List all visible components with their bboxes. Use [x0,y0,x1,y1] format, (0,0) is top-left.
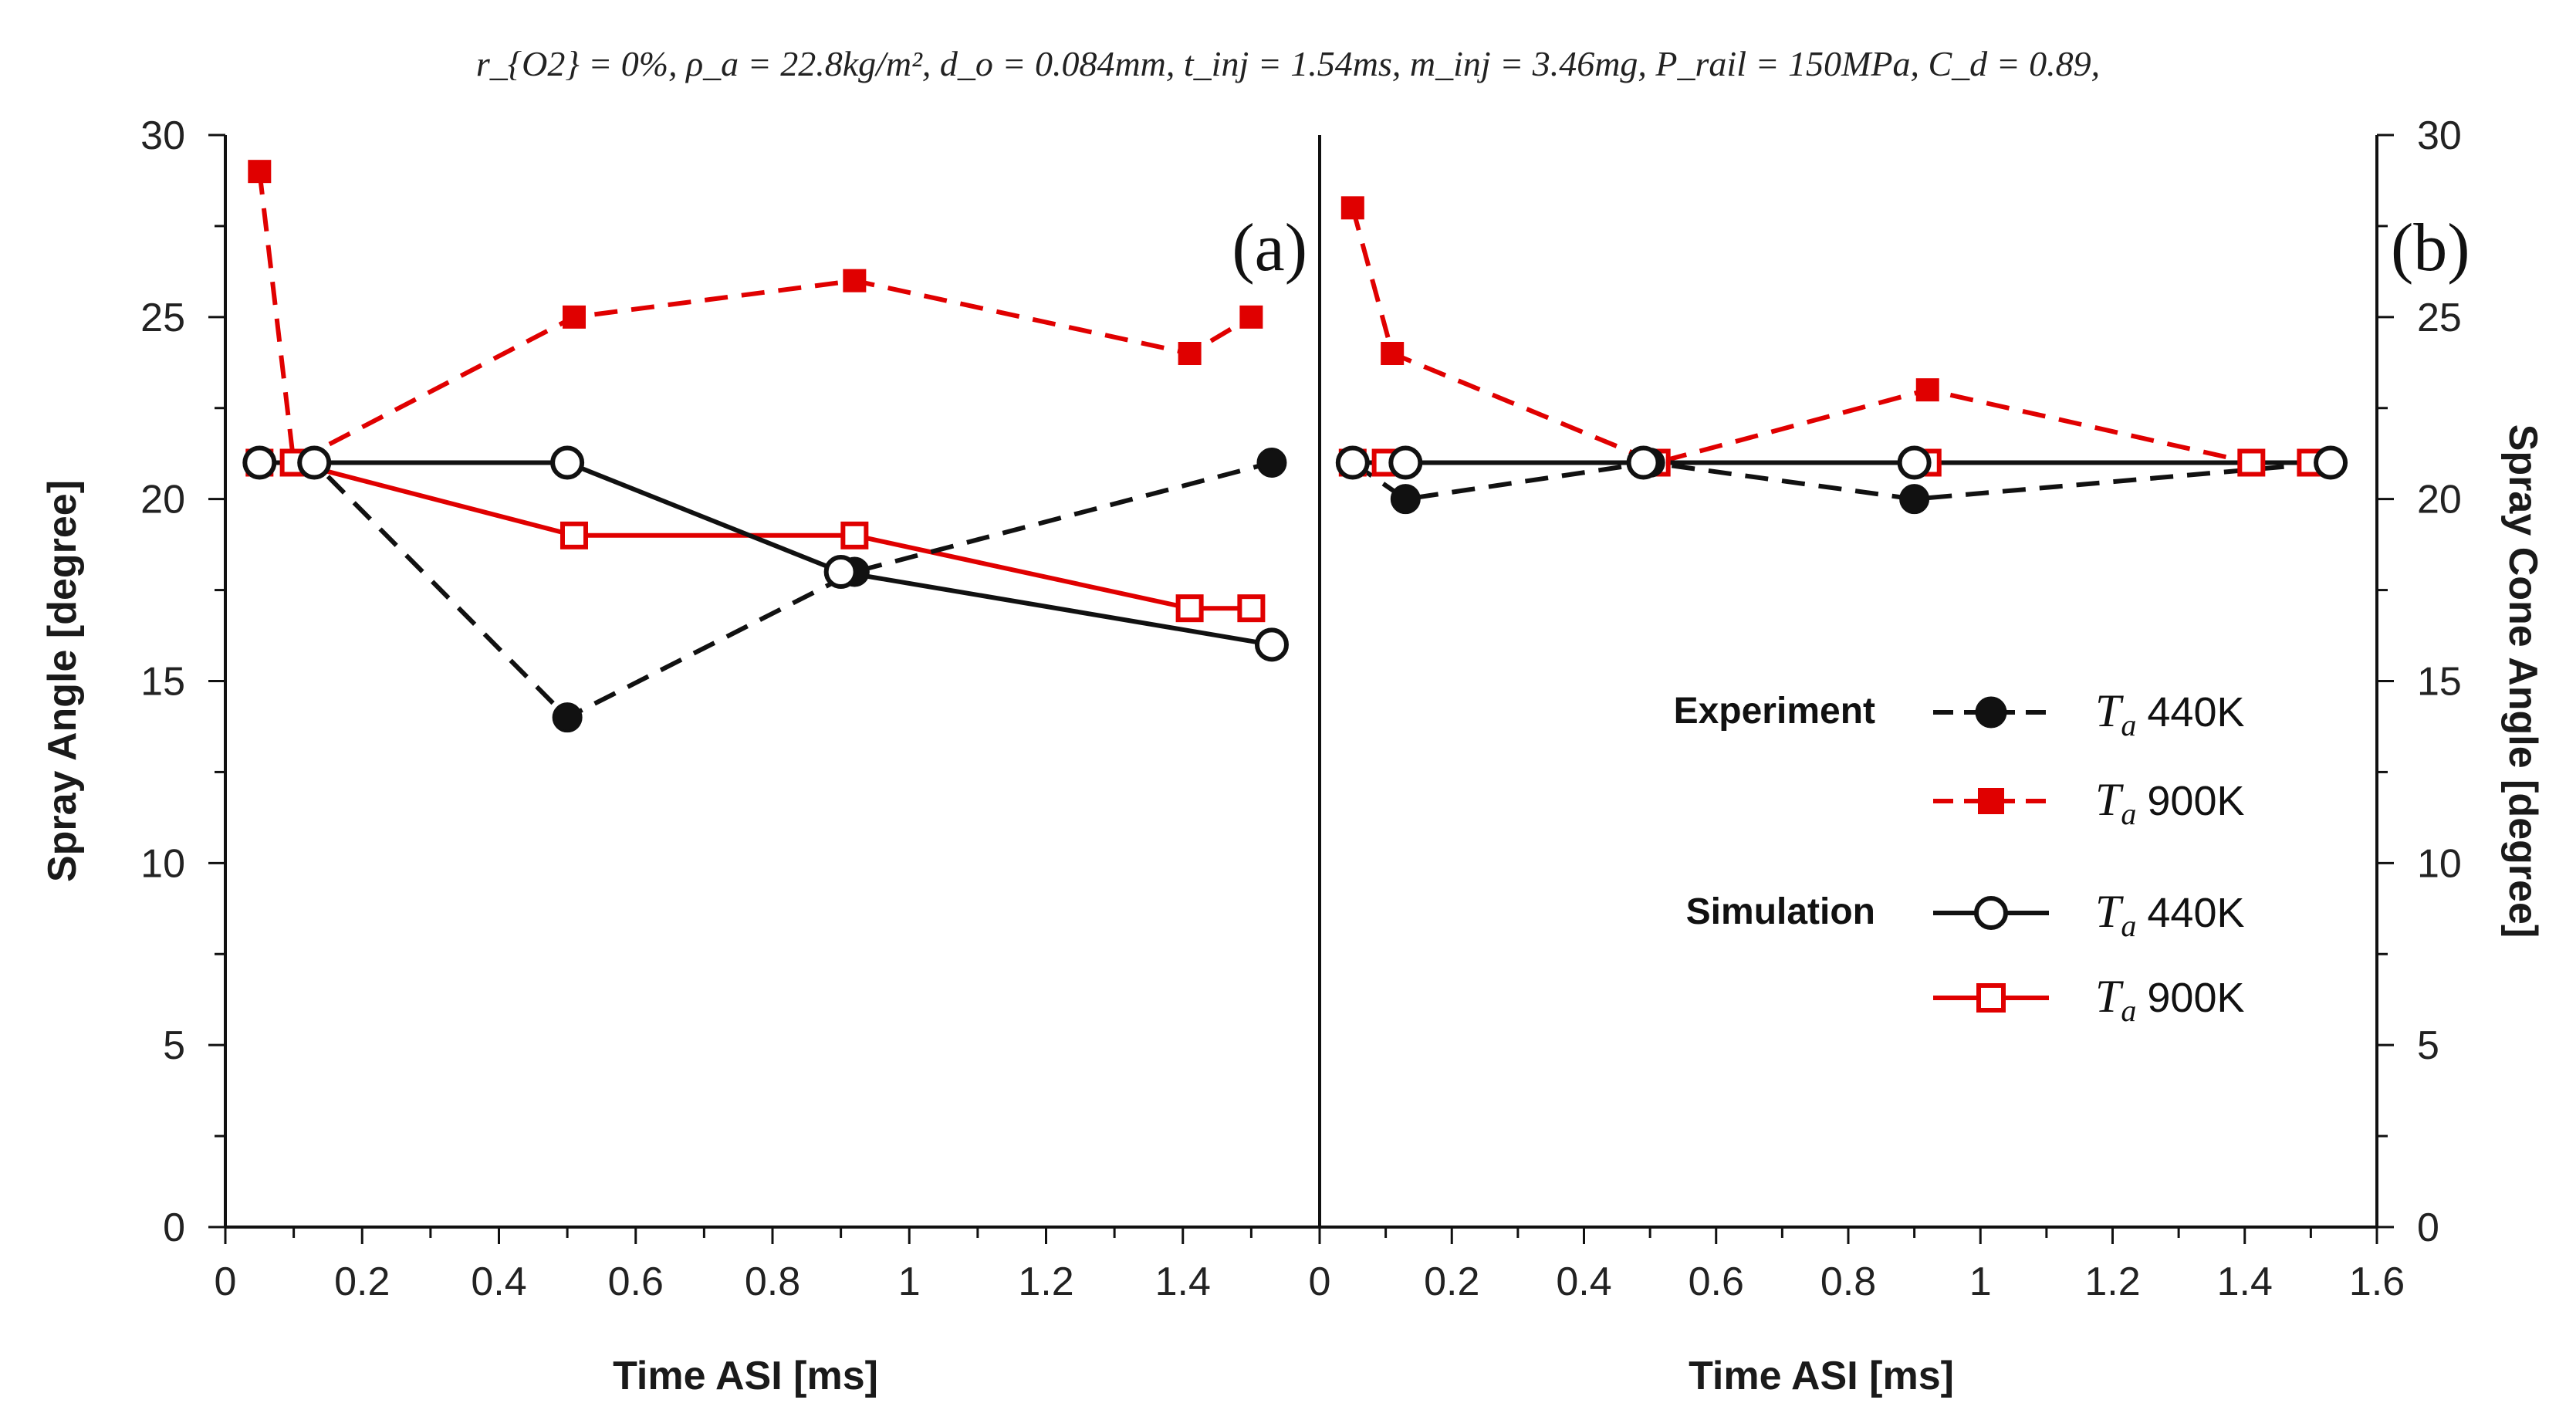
panel-a-sim440-point [823,555,858,589]
legend-entry-exp900: Ta 900K [2095,774,2245,831]
figure-caption: r_{O2} = 0%, ρ_a = 22.8kg/m², d_o = 0.08… [476,44,2100,83]
panel-b-y-tick-label: 20 [2417,478,2462,522]
legend-entry-temperature: 440K [2147,890,2244,936]
panel-a-y-tick-label: 10 [140,841,185,886]
legend-group-label: Experiment [1674,691,1875,732]
legend-entry-temperature: 900K [2147,778,2244,824]
panel-a-y-axis-label: Spray Angle [degree] [40,480,85,882]
panel-a-x-tick-label: 1.4 [1155,1259,1211,1304]
panel-a-x-tick-label: 1 [898,1259,921,1304]
panel-b-exp440-point [1390,484,1421,515]
panel-a-exp440-point [1256,448,1287,478]
panel-b-x-tick-label: 1.2 [2084,1259,2140,1304]
panel-b-y-tick-label: 25 [2417,296,2462,340]
panel-b-x-tick-label: 0.8 [1820,1259,1876,1304]
panel-b-x-axis-label: Time ASI [ms] [1689,1354,1954,1398]
panel-a-exp900-point [562,305,586,329]
panel-b-y-tick-label: 0 [2417,1205,2439,1250]
panel-b-sim900-point [2237,448,2266,477]
panel-b-y-tick-label: 5 [2417,1023,2439,1068]
legend-entry-symbol: T [2095,685,2124,736]
panel-a-y-tick-label: 30 [140,113,185,158]
panel-a-sim900-point [840,521,869,549]
panel-a-tag: (a) [1232,211,1307,286]
panel-a-sim440-point [1254,627,1289,662]
legend-entry-symbol: T [2095,886,2124,937]
panel-b-x-tick-label: 0.4 [1556,1259,1611,1304]
panel-b-x-tick-label: 0.2 [1424,1259,1479,1304]
panel-b-y-tick-label: 15 [2417,660,2462,705]
panel-b-x-tick-label: 1.4 [2217,1259,2273,1304]
panel-a-x-tick-label: 0.2 [334,1259,390,1304]
legend-marker-exp900 [1978,788,2004,814]
legend-marker-sim440 [1974,896,2008,930]
panel-a-exp900-point [248,160,272,184]
panel-b-x-tick-label: 1 [1969,1259,1992,1304]
panel-a-sim440-point [297,445,332,480]
legend-entry-symbol: T [2095,774,2124,825]
panel-b: 0 5 10 15 20 25 30 0 0.2 0.4 0.6 0.8 1 1.2 1.4 1.6 Time … [1309,113,2545,1398]
panel-b-y-tick-label: 10 [2417,841,2462,886]
panel-b-tag: (b) [2391,211,2470,286]
panel-b-y-axis-label: Spray Cone Angle [degree] [2500,424,2545,938]
panel-a-exp900-point [1239,305,1263,329]
legend-entry-symbol: T [2095,971,2124,1022]
panel-a-x-tick-label: 0.8 [745,1259,800,1304]
legend-entry-subscript: a [2121,708,2136,742]
legend-entry-sim440: Ta 440K [2095,886,2245,943]
legend-entry-subscript: a [2121,993,2136,1028]
panel-b-exp900-point [1381,342,1405,365]
legend-marker-exp440 [1975,696,2007,729]
panel-b-x-tick-label: 0 [1309,1259,1331,1304]
panel-b-x-tick-label: 1.6 [2349,1259,2405,1304]
panel-b-x-tick-label: 0.6 [1689,1259,1744,1304]
panel-b-exp440-point [1899,484,1930,515]
panel-a-sim440-point [550,445,585,480]
legend-entry-sim900: Ta 900K [2095,971,2245,1028]
panel-a-exp900-point [843,269,867,292]
panel-a-sim900-point [1175,594,1204,623]
panel-a-y-tick-label: 20 [140,478,185,522]
panel-a-sim440-point [242,445,277,480]
legend-entry-temperature: 900K [2147,975,2244,1021]
panel-a-x-tick-label: 0.4 [471,1259,526,1304]
panel-a-exp440-point [552,702,583,733]
panel-a-exp900-point [1178,342,1202,365]
panel-b-sim440-point [2314,445,2348,480]
panel-a-sim900-point [1237,594,1266,623]
panel-a-x-axis-label: Time ASI [ms] [613,1354,878,1398]
panel-b-sim440-point [1626,445,1661,480]
panel-b-exp900-point [1915,378,1939,402]
panel-b-exp900-point [1340,196,1364,220]
legend-entry-subscript: a [2121,908,2136,943]
legend-entry-subscript: a [2121,796,2136,831]
legend-marker-sim900 [1976,983,2006,1013]
legend-entry-temperature: 440K [2147,689,2244,735]
panel-a-y-tick-label: 5 [163,1023,185,1068]
legend-entry-exp440: Ta 440K [2095,685,2245,742]
panel-b-y-tick-label: 30 [2417,113,2462,158]
panel-b-sim440-point [1897,445,1932,480]
panel-a-x-tick-label: 0 [215,1259,237,1304]
panel-a-x-tick-label: 0.6 [608,1259,664,1304]
panel-b-sim440-point [1335,445,1370,480]
panel-a-sim900-point [559,521,588,549]
panel-a-y-tick-label: 25 [140,296,185,340]
panel-a: 0 5 10 15 20 25 30 0 0.2 0.4 0.6 0.8 1 1.2 1.4 Time ASI… [40,113,1321,1398]
panel-a-y-tick-label: 0 [163,1205,185,1250]
panel-a-y-tick-label: 15 [140,660,185,705]
panel-b-sim440-point [1388,445,1423,480]
legend-group-label: Simulation [1686,891,1875,932]
panel-a-series-exp900-line [257,171,1253,467]
panel-a-x-tick-label: 1.2 [1018,1259,1073,1304]
